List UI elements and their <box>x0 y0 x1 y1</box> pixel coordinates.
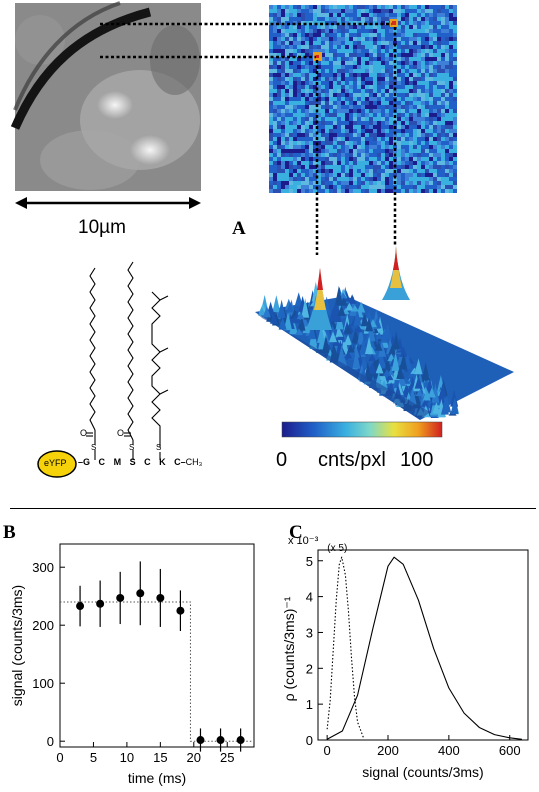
x-tick-label: 0 <box>324 743 331 758</box>
oxygen-label-2: O <box>117 428 125 438</box>
y-exponent-label: x 10⁻³ <box>288 535 319 547</box>
colorbar-max-label: 100 <box>400 449 434 471</box>
y-tick-label: 0 <box>47 734 54 749</box>
x-tick-label: 15 <box>153 750 167 765</box>
data-point <box>216 736 225 745</box>
panel-b-label: B <box>3 522 16 543</box>
x-tick-label: 10 <box>120 750 134 765</box>
panel-c-chart: 0 200 400 600 0 1 2 3 4 5 x 10⁻³ signal (counts/3ms… <box>281 535 529 780</box>
data-point <box>116 593 125 602</box>
sulfur-label-1: S <box>91 443 97 452</box>
y-tick-label: 100 <box>32 676 54 691</box>
y-tick-label: 4 <box>306 590 313 605</box>
scale-annotation: (x 5) <box>327 543 347 554</box>
surface-plot <box>255 246 514 420</box>
colorbar-unit-label: cnts/pxl <box>318 449 386 471</box>
plot-frame <box>59 543 255 748</box>
residue-c2: C <box>144 457 151 467</box>
step-fit-line <box>60 601 254 742</box>
y-tick-label: 2 <box>306 661 313 676</box>
data-point <box>96 599 105 608</box>
panel-a-figure <box>10 1 514 478</box>
fluorescence-image <box>269 5 457 193</box>
data-point <box>136 589 145 598</box>
oxygen-label-1: O <box>80 428 88 438</box>
data-point <box>176 606 185 615</box>
y-tick-label: 300 <box>32 560 54 575</box>
x-axis-label: signal (counts/3ms) <box>362 764 483 780</box>
scale-bar <box>15 197 201 209</box>
y-tick-label: 5 <box>306 554 313 569</box>
sulfur-label-2: S <box>129 443 135 452</box>
data-point <box>76 602 85 611</box>
residue-s: S <box>129 457 136 467</box>
scale-bar-label: 10µm <box>78 217 126 238</box>
colorbar <box>281 421 443 438</box>
peptide-sequence: –G C M S C K C–CH₃ <box>78 457 203 467</box>
eyfp-label: eYFP <box>44 458 67 468</box>
residue-g: G <box>83 457 91 467</box>
residue-c3: C <box>174 457 181 467</box>
sulfur-label-3: S <box>156 443 162 452</box>
connector-lines <box>100 22 397 255</box>
residue-c1: C <box>98 457 106 467</box>
residue-m: M <box>113 457 122 467</box>
terminal-group: CH₃ <box>185 457 203 467</box>
lipid-structure <box>86 261 169 460</box>
data-point <box>236 736 245 745</box>
x-tick-label: 0 <box>56 750 63 765</box>
dotted-distribution-line <box>326 556 365 739</box>
microscopy-image <box>10 1 201 191</box>
x-tick-label: 20 <box>187 750 201 765</box>
y-tick-label: 200 <box>32 618 54 633</box>
data-point <box>156 593 165 602</box>
eyfp-protein <box>37 450 77 478</box>
x-tick-label: 25 <box>220 750 234 765</box>
y-tick-label: 3 <box>306 625 313 640</box>
plot-frame <box>317 549 529 741</box>
x-tick-label: 400 <box>438 743 460 758</box>
section-divider <box>10 508 536 509</box>
x-tick-label: 200 <box>377 743 399 758</box>
panel-a-label: A <box>232 218 246 239</box>
x-tick-label: 600 <box>499 743 521 758</box>
x-axis-label: time (ms) <box>128 770 186 786</box>
solid-distribution-line <box>326 556 522 740</box>
panel-c-label: C <box>289 522 303 543</box>
residue-k: K <box>159 457 166 467</box>
data-point <box>196 736 205 745</box>
x-tick-label: 5 <box>90 750 97 765</box>
colorbar-min-label: 0 <box>276 449 288 471</box>
y-axis-label: signal (counts/3ms) <box>9 585 25 706</box>
panel-b-chart: 0 5 10 15 20 25 0 100 200 300 time (ms) signal (cou… <box>9 543 255 786</box>
y-axis-label: ρ (counts/3ms)⁻¹ <box>281 596 297 701</box>
y-tick-label: 1 <box>306 697 313 712</box>
y-tick-label: 0 <box>306 733 313 748</box>
